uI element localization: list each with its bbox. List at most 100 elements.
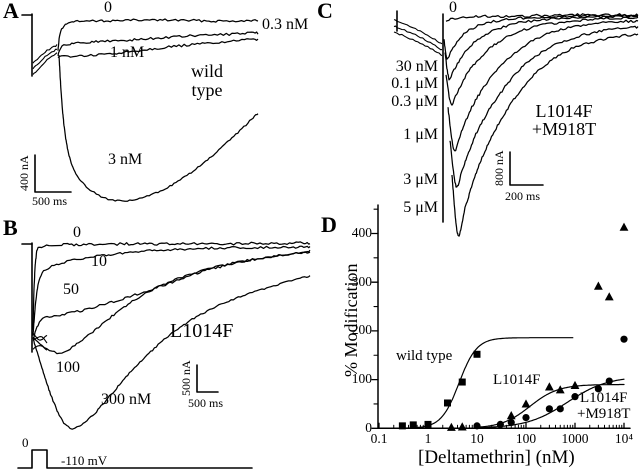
data-point-circle xyxy=(545,405,553,413)
panel-d-series-label-wild-type: wild type xyxy=(396,348,453,364)
panel-A-trace-1 xyxy=(57,31,259,57)
panel-c-trace-label-30nм: 30 nM xyxy=(395,58,438,75)
panel-C-prepulse-line-2 xyxy=(393,31,443,57)
data-point-circle xyxy=(605,377,613,385)
panel-B-traces-group xyxy=(17,241,311,469)
panel-d-plot-group xyxy=(371,204,631,431)
panel-C-trace-5 xyxy=(449,25,639,188)
panel-A-trace-2 xyxy=(57,38,259,59)
panel-C-trace-1 xyxy=(443,13,639,60)
panel-d-series-markers-2 xyxy=(473,335,628,430)
panel-d-x-tick-label-10⁴: 10⁴ xyxy=(614,431,634,446)
data-point-triangle xyxy=(570,380,580,390)
panel-A-trace-0 xyxy=(57,18,259,51)
data-point-circle xyxy=(507,418,515,427)
panel-b-annotation: L1014F xyxy=(170,320,234,342)
panel-B-trace-0 xyxy=(32,241,311,330)
panel-c-trace-label-0: 0 xyxy=(449,0,457,16)
panel-c-trace-label-3uм: 3 μM xyxy=(403,171,438,188)
panel-a-trace-label-0: 0 xyxy=(104,0,112,16)
panel-a-scalebar-vertical-label: 400 nA xyxy=(17,155,31,191)
panel-c-annotation-line1: L1014F xyxy=(535,101,593,121)
data-point-square xyxy=(458,378,466,386)
panel-C-trace-6 xyxy=(451,33,639,237)
panel-a-trace-label-3nм: 3 nM xyxy=(108,151,143,168)
data-point-triangle xyxy=(506,411,516,420)
data-point-square xyxy=(409,421,417,429)
panel-b-trace-label-0: 0 xyxy=(73,224,81,241)
panel-a-scalebar-horizontal-label: 500 ms xyxy=(32,194,68,208)
data-point-triangle xyxy=(521,399,531,408)
data-point-triangle xyxy=(619,222,629,231)
panel-b-trace-label-10: 10 xyxy=(91,253,107,270)
panel-d-x-tick-label-100: 100 xyxy=(515,431,537,446)
data-point-circle xyxy=(620,335,628,343)
panel-A-prepulse-line-1 xyxy=(32,48,58,70)
panel-c-scalebar-horizontal-label: 200 ms xyxy=(505,189,541,203)
data-point-triangle xyxy=(544,382,554,391)
panel-d-series-label-double-line1: L1014F xyxy=(580,390,628,406)
panel-d-series-label-l1014f: L1014F xyxy=(493,372,541,388)
panel-c-trace-label-5uм: 5 μM xyxy=(403,199,438,216)
data-point-circle xyxy=(473,422,481,430)
data-point-triangle xyxy=(604,292,614,301)
data-point-triangle xyxy=(457,422,467,431)
panel-a-annotation-line2: type xyxy=(191,80,223,100)
panel-c-annotation-line2: +M918T xyxy=(531,119,597,139)
panel-d-series-markers-1 xyxy=(446,222,629,431)
panel-a-trace-label-1nм: 1 nM xyxy=(110,44,145,61)
data-point-circle xyxy=(571,393,579,401)
panel-c-scalebar-vertical-label: 800 nA xyxy=(492,150,506,186)
data-point-triangle xyxy=(593,281,603,290)
protocol-zero-label: 0 xyxy=(22,435,29,450)
panel-c-trace-label-0p3uм: 0.3 μM xyxy=(391,93,438,110)
panel-b-trace-label-100: 100 xyxy=(56,359,80,376)
panel-B-trace-4 xyxy=(32,275,311,430)
panel-C-trace-0 xyxy=(445,13,639,22)
panel-C-prepulse-line-0 xyxy=(393,19,443,45)
panel-A-traces-group xyxy=(21,13,259,202)
data-point-triangle xyxy=(555,385,565,394)
data-point-triangle xyxy=(446,422,456,431)
panel-B-static-line-3 xyxy=(17,449,253,469)
panel-C-trace-4 xyxy=(447,19,639,152)
panel-d-x-axis-label: [Deltamethrin] (nM) xyxy=(418,447,575,468)
panel-C-prepulse-line-1 xyxy=(393,25,443,51)
panel-A-trace-3 xyxy=(58,55,259,202)
panel-d-y-tick-label-200: 200 xyxy=(351,322,372,338)
panel-b-letter: B xyxy=(3,215,18,240)
panel-A-static-line-2 xyxy=(34,154,72,193)
panel-a-annotation-line1: wild xyxy=(190,61,223,81)
data-point-circle xyxy=(556,405,564,413)
panel-d-y-tick-label-300: 300 xyxy=(351,273,372,289)
data-point-square xyxy=(473,350,481,358)
data-point-square xyxy=(424,420,432,428)
panel-d-y-tick-label-100: 100 xyxy=(351,371,372,387)
panel-b-scalebar-horizontal-label: 500 ms xyxy=(188,396,224,410)
panel-c-letter: C xyxy=(317,0,333,23)
panel-A-prepulse-line-2 xyxy=(32,52,58,75)
panel-d-x-tick-label-0.1: 0.1 xyxy=(370,431,388,446)
panel-B-static-line-2 xyxy=(196,364,219,393)
panel-b-scalebar-vertical-label: 500 nA xyxy=(179,360,193,396)
data-point-square xyxy=(443,399,451,407)
panel-C-traces-group xyxy=(393,10,639,237)
panel-a-letter: A xyxy=(3,0,19,23)
data-point-square xyxy=(398,422,406,430)
panel-B-prepulse-line-2 xyxy=(32,345,48,351)
panel-a-trace-label-0p3nм: 0.3 nM xyxy=(262,16,309,33)
panel-d-x-tick-label-10: 10 xyxy=(470,431,484,446)
panel-C-trace-2 xyxy=(444,14,639,81)
panel-c-trace-label-0p1uм: 0.1 μM xyxy=(391,75,438,92)
panel-b-trace-label-300nм: 300 nM xyxy=(101,391,152,408)
panel-c-trace-label-1uм: 1 μM xyxy=(403,126,438,143)
panel-d-series-label-double-line2: +M918T xyxy=(577,406,631,422)
panel-d-x-tick-label-1000: 1000 xyxy=(561,431,589,446)
panel-d-y-tick-label-0: 0 xyxy=(365,419,372,435)
data-point-circle xyxy=(594,385,602,393)
panel-C-trace-3 xyxy=(445,16,639,106)
data-point-circle xyxy=(522,413,530,422)
panel-d-y-tick-label-400: 400 xyxy=(351,225,372,240)
